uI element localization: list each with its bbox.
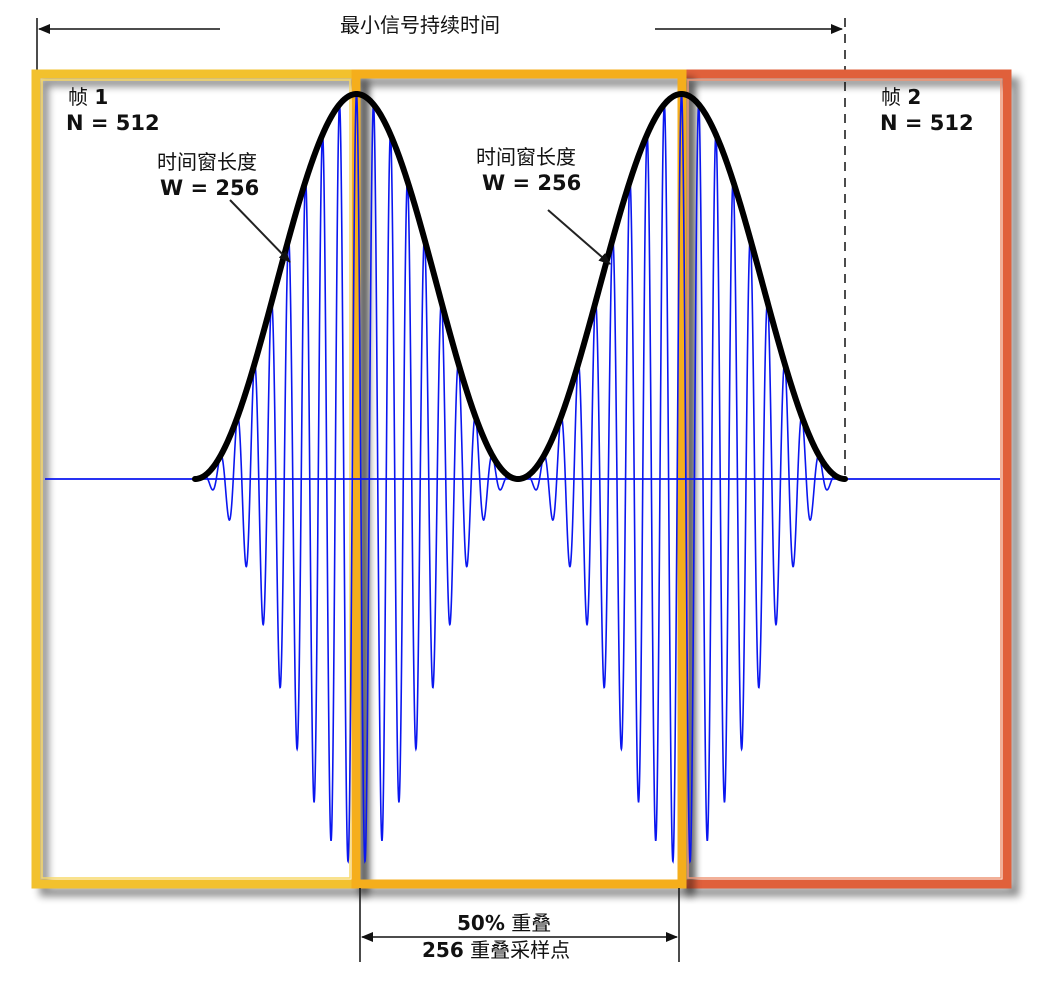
window2-label: 时间窗长度 (476, 145, 576, 169)
overlap-samples-label: 256 重叠采样点 (422, 939, 570, 962)
frame2-label-text: 帧 (881, 85, 901, 109)
frame1-label-text: 帧 (68, 85, 88, 109)
frame1-number: 1 (94, 85, 109, 109)
window2-pointer-arrow (547, 209, 611, 265)
overlap-percent: 50% (457, 911, 505, 935)
window-envelope-2 (515, 90, 848, 482)
window1-pointer-arrow (229, 199, 291, 263)
overlap-percent-text: 重叠 (511, 911, 552, 935)
frame2-label: 帧 2 (881, 86, 921, 109)
window2-width: W = 256 (482, 171, 582, 195)
overlap-samples-text: 重叠采样点 (470, 938, 571, 962)
window1-label: 时间窗长度 (157, 150, 257, 174)
frame2-number: 2 (907, 85, 922, 109)
envelope-group (192, 90, 848, 482)
diagram-title: 最小信号持续时间 (340, 13, 500, 37)
frame1-label: 帧 1 (68, 86, 108, 109)
overlap-samples-count: 256 (422, 938, 464, 962)
overlap-percent-label: 50% 重叠 (457, 912, 551, 935)
window1-width: W = 256 (160, 176, 260, 200)
window-envelope-1 (192, 90, 521, 482)
frame1-size: N = 512 (66, 111, 160, 135)
frame2-size: N = 512 (880, 111, 974, 135)
